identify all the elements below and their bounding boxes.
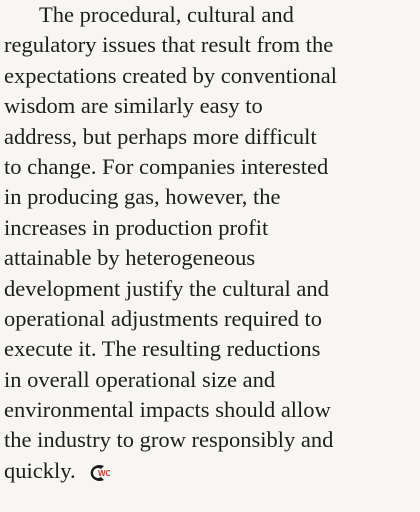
line-text: quickly. (4, 457, 76, 483)
line-text: execute it. The resulting reductions (4, 336, 321, 362)
text-line: to change. For companies interested (4, 152, 418, 182)
line-text: environmental impacts should allow (4, 397, 331, 423)
end-mark-icon: WC (90, 464, 110, 481)
line-text: in overall operational size and (4, 366, 276, 392)
text-line: operational adjustments required to (4, 304, 418, 334)
line-text: attainable by heterogeneous (4, 245, 256, 271)
line-text: the industry to grow responsibly and (4, 427, 334, 453)
text-line: quickly. WC (4, 456, 418, 486)
text-line: the industry to grow responsibly and (4, 425, 418, 455)
end-mark: WC (84, 463, 110, 483)
text-line: address, but perhaps more difficult (4, 122, 418, 152)
text-line: expectations created by conventional (4, 61, 418, 91)
line-text: address, but perhaps more difficult (4, 123, 317, 149)
text-line: execute it. The resulting reductions (4, 334, 418, 364)
line-text: development justify the cultural and (4, 275, 329, 301)
line-text: in producing gas, however, the (4, 184, 281, 210)
text-line: regulatory issues that result from the (4, 30, 418, 60)
line-text: The procedural, cultural and (39, 2, 294, 27)
text-line: wisdom are similarly easy to (4, 91, 418, 121)
text-line: development justify the cultural and (4, 274, 418, 304)
text-line: in overall operational size and (4, 365, 418, 395)
line-text: operational adjustments required to (4, 305, 323, 331)
end-mark-text: WC (98, 469, 110, 478)
paragraph: The procedural, cultural and regulatory i… (4, 0, 418, 486)
line-text: wisdom are similarly easy to (4, 93, 263, 119)
text-line: increases in production profit (4, 213, 418, 243)
line-text: regulatory issues that result from the (4, 32, 334, 58)
text-line: The procedural, cultural and (4, 0, 418, 30)
end-mark-shape (90, 464, 104, 481)
text-line: environmental impacts should allow (4, 395, 418, 425)
line-text: expectations created by conventional (4, 62, 337, 88)
line-text: to change. For companies interested (4, 153, 329, 179)
text-line: in producing gas, however, the (4, 182, 418, 212)
text-line: attainable by heterogeneous (4, 243, 418, 273)
line-text: increases in production profit (4, 214, 269, 240)
